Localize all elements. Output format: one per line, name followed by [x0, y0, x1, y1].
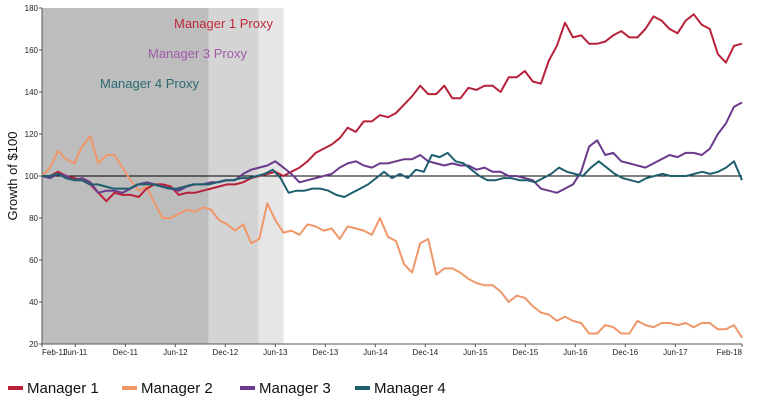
x-tick-label: Jun-17	[663, 348, 688, 357]
x-tick-label: Dec-13	[312, 348, 338, 357]
legend: Manager 1 Manager 2 Manager 3 Manager 4	[8, 380, 446, 397]
y-tick-label: 20	[29, 340, 38, 349]
x-tick-label: Jun-15	[463, 348, 488, 357]
x-tick-label: Dec-15	[512, 348, 538, 357]
manager-1-line	[42, 13, 743, 203]
legend-label-manager-4: Manager 4	[374, 380, 446, 397]
x-tick-label: Dec-12	[212, 348, 238, 357]
y-tick-label: 40	[29, 298, 38, 307]
x-tick-label: Feb-11	[42, 348, 67, 357]
y-tick-label: 60	[29, 256, 38, 265]
annotation-label: Manager 3 Proxy	[148, 46, 247, 61]
y-axis: 20 40 60 80 100 120 140 160 180	[25, 4, 43, 349]
x-tick-label: Jun-11	[63, 348, 87, 357]
legend-swatch-manager-4	[355, 386, 370, 390]
manager-2-line	[41, 135, 743, 339]
y-tick-label: 120	[25, 130, 39, 139]
x-tick-label: Jun-14	[363, 348, 388, 357]
y-axis-label: Growth of $100	[5, 132, 20, 221]
x-tick-label: Jun-16	[563, 348, 588, 357]
legend-label-manager-2: Manager 2	[141, 380, 213, 397]
y-tick-label: 80	[29, 214, 38, 223]
y-tick-label: 160	[25, 46, 39, 55]
y-tick-label: 180	[25, 4, 39, 13]
x-tick-label: Dec-11	[113, 348, 139, 357]
x-tick-label: Feb-18	[717, 348, 743, 357]
x-tick-label: Jun-12	[163, 348, 188, 357]
series-lines	[41, 13, 743, 339]
x-tick-label: Dec-16	[612, 348, 638, 357]
legend-swatch-manager-1	[8, 386, 23, 390]
x-tick-label: Jun-13	[263, 348, 288, 357]
proxy-annotations: Manager 1 Proxy Manager 3 Proxy Manager 4 …	[100, 16, 273, 91]
legend-label-manager-3: Manager 3	[259, 380, 331, 397]
manager-4-line	[42, 151, 743, 198]
legend-swatch-manager-3	[240, 386, 255, 390]
legend-swatch-manager-2	[122, 386, 137, 390]
x-tick-label: Dec-14	[412, 348, 438, 357]
y-tick-label: 100	[25, 172, 39, 181]
annotation-label: Manager 1 Proxy	[174, 16, 273, 31]
annotation-label: Manager 4 Proxy	[100, 76, 199, 91]
y-tick-label: 140	[25, 88, 39, 97]
legend-label-manager-1: Manager 1	[27, 380, 99, 397]
